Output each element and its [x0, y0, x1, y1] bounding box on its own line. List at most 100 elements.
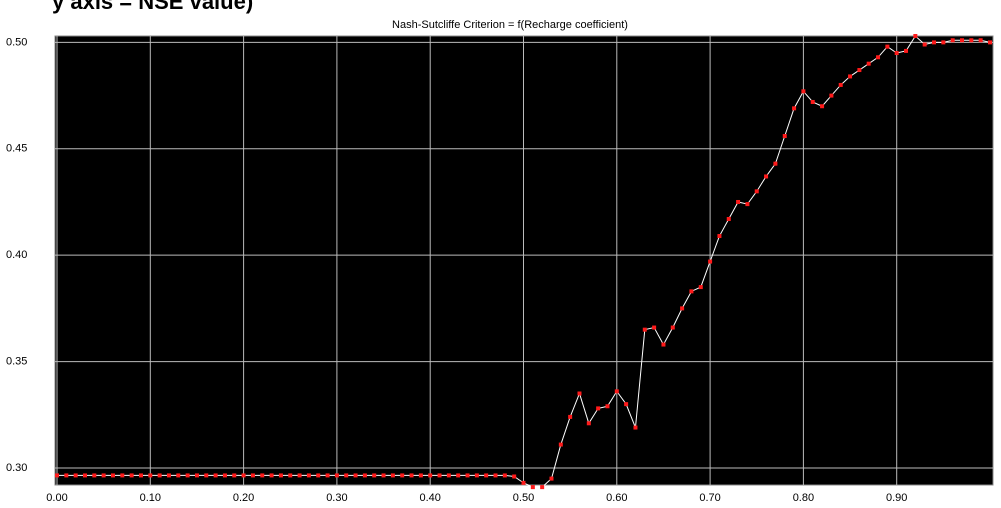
- x-tick-label: 0.60: [606, 492, 627, 504]
- y-tick-label: 0.30: [6, 462, 27, 474]
- data-point: [717, 234, 722, 239]
- data-point: [969, 38, 974, 43]
- data-point: [325, 473, 330, 478]
- data-point: [176, 473, 181, 478]
- data-point: [978, 38, 983, 43]
- data-point: [129, 473, 134, 478]
- data-point: [642, 327, 647, 332]
- x-tick-label: 0.70: [699, 492, 720, 504]
- data-point: [306, 473, 311, 478]
- data-point: [596, 406, 601, 411]
- data-point: [820, 104, 825, 109]
- data-point: [605, 404, 610, 409]
- data-point: [782, 134, 787, 139]
- data-point: [372, 473, 377, 478]
- data-point: [960, 38, 965, 43]
- data-point: [110, 473, 115, 478]
- data-point: [614, 389, 619, 394]
- data-point: [866, 61, 871, 66]
- data-point: [334, 473, 339, 478]
- data-point: [530, 485, 535, 490]
- data-point: [932, 40, 937, 45]
- data-point: [829, 93, 834, 98]
- data-point: [904, 48, 909, 53]
- data-point: [941, 40, 946, 45]
- data-point: [913, 34, 918, 38]
- data-point: [810, 99, 815, 104]
- data-point: [736, 199, 741, 204]
- data-point: [278, 473, 283, 478]
- data-point: [801, 89, 806, 94]
- data-point: [166, 473, 171, 478]
- data-point: [92, 473, 97, 478]
- data-point: [502, 473, 507, 478]
- data-point: [138, 473, 143, 478]
- data-point: [148, 473, 153, 478]
- data-point: [876, 55, 881, 60]
- x-tick-label: 0.00: [46, 492, 67, 504]
- data-point: [773, 161, 778, 166]
- data-point: [512, 474, 517, 479]
- data-point: [708, 259, 713, 264]
- data-point: [55, 473, 59, 478]
- data-point: [521, 480, 526, 485]
- data-point: [549, 476, 554, 481]
- y-tick-label: 0.45: [6, 143, 27, 155]
- x-tick-label: 0.40: [419, 492, 440, 504]
- data-point: [726, 217, 731, 222]
- data-point: [316, 473, 321, 478]
- x-tick-label: 0.10: [140, 492, 161, 504]
- data-point: [848, 74, 853, 79]
- data-point: [474, 473, 479, 478]
- data-point: [222, 473, 227, 478]
- data-point: [381, 473, 386, 478]
- annotation: y axis = NSE value): [52, 0, 253, 14]
- data-point: [204, 473, 209, 478]
- data-point: [241, 473, 246, 478]
- data-point: [185, 473, 190, 478]
- data-point: [194, 473, 199, 478]
- data-point: [885, 44, 890, 49]
- data-point: [838, 82, 843, 87]
- data-point: [288, 473, 293, 478]
- data-point: [73, 473, 78, 478]
- data-point: [988, 40, 992, 45]
- data-point: [857, 68, 862, 73]
- data-point: [269, 473, 274, 478]
- data-point: [409, 473, 414, 478]
- y-tick-label: 0.40: [6, 249, 27, 261]
- data-point: [101, 473, 106, 478]
- data-point: [82, 473, 87, 478]
- chart-title: Nash-Sutcliffe Criterion = f(Recharge co…: [392, 19, 628, 31]
- data-point: [680, 306, 685, 311]
- data-point: [297, 473, 302, 478]
- data-point: [232, 473, 237, 478]
- data-point: [446, 473, 451, 478]
- data-point: [213, 473, 218, 478]
- data-point: [689, 289, 694, 294]
- data-point: [661, 342, 666, 347]
- data-point: [568, 414, 573, 419]
- data-point: [577, 391, 582, 396]
- data-point: [456, 473, 461, 478]
- data-point: [670, 325, 675, 330]
- y-tick-label: 0.50: [6, 36, 27, 48]
- data-point: [633, 425, 638, 430]
- data-point: [353, 473, 358, 478]
- data-point: [652, 325, 657, 330]
- data-point: [120, 473, 125, 478]
- x-tick-label: 0.20: [233, 492, 254, 504]
- data-point: [586, 421, 591, 426]
- data-point: [792, 106, 797, 111]
- x-tick-label: 0.50: [513, 492, 534, 504]
- data-point: [698, 285, 703, 290]
- data-point: [64, 473, 69, 478]
- data-point: [418, 473, 423, 478]
- data-point: [260, 473, 265, 478]
- data-point: [484, 473, 489, 478]
- data-point: [493, 473, 498, 478]
- data-point: [922, 42, 927, 47]
- data-point: [250, 473, 255, 478]
- y-tick-label: 0.35: [6, 355, 27, 367]
